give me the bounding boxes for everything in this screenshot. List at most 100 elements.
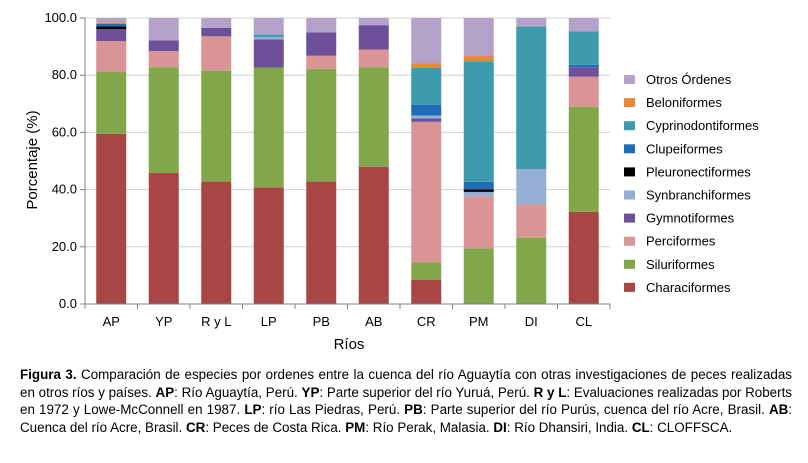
caption-abbr-text: : CLOFFSCA.: [649, 419, 733, 435]
bar-segment: [253, 37, 284, 40]
legend-label: Gymnotiformes: [646, 211, 735, 226]
bar-segment: [463, 181, 494, 190]
caption-abbr-text: : Río Dhansiri, India.: [506, 419, 632, 435]
legend-swatch: [624, 121, 635, 131]
legend-label: Synbranchiformes: [646, 188, 751, 203]
bar-segment: [148, 18, 179, 41]
bar-segment: [411, 279, 442, 304]
x-tick-label: LP: [261, 314, 277, 329]
y-tick-label: 80.0: [52, 67, 77, 82]
x-axis-label: Ríos: [334, 336, 365, 353]
caption-abbr-text: : Evaluaciones realizadas por Roberts en…: [20, 384, 792, 418]
legend-label: Cyprinodontiformes: [646, 118, 759, 133]
legend-swatch: [624, 167, 635, 177]
stacked-bar-chart: 0.0 20.0 40.0 60.0 80.0 100.0 AP YP R y L LP PB AB…: [24, 10, 759, 353]
bar-segment: [253, 187, 284, 304]
bar-segment: [253, 39, 284, 68]
bar-segment: [516, 18, 547, 27]
bar-segment: [306, 181, 337, 304]
x-tick-labels: AP YP R y L LP PB AB CR PM DI CL: [103, 314, 592, 329]
x-tick-label: PB: [313, 314, 330, 329]
bar-segment: [306, 32, 337, 56]
bar-segment: [411, 63, 442, 69]
bar-segment: [463, 189, 494, 192]
axes: [80, 17, 611, 309]
figure-label: Figura 3.: [20, 367, 77, 382]
bar-segment: [358, 18, 389, 26]
bar-segment: [516, 204, 547, 238]
legend-swatch: [624, 190, 635, 200]
bar-segment: [306, 55, 337, 69]
caption-abbr: CL: [631, 419, 650, 435]
y-tick-label: 0.0: [59, 296, 77, 311]
y-axis-label: Porcentaje (%): [24, 110, 41, 209]
y-tick-label: 100.0: [44, 10, 77, 25]
bar-segment: [253, 18, 284, 35]
legend-label: Siluriformes: [646, 257, 715, 272]
bar-segment: [96, 26, 127, 30]
bar-segment: [463, 18, 494, 57]
bar-segment: [411, 262, 442, 280]
bar-segment: [516, 169, 547, 205]
bar-segment: [463, 56, 494, 62]
caption-abbr: DI: [493, 419, 507, 435]
legend-swatch: [624, 282, 635, 292]
legend-swatch: [624, 213, 635, 223]
caption-abbr-text: : Río Aguaytía, Perú.: [174, 384, 302, 400]
x-tick-label: PM: [469, 314, 489, 329]
bar-segment: [96, 72, 127, 134]
bar-segment: [568, 18, 599, 32]
x-tick-label: CL: [575, 314, 592, 329]
bar-segment: [358, 49, 389, 68]
bar-segment: [253, 34, 284, 38]
bar-segment: [148, 40, 179, 52]
caption-abbr: CR: [185, 419, 206, 435]
x-tick-label: CR: [417, 314, 436, 329]
bar-segment: [358, 25, 389, 50]
caption-abbr-text: : Parte superior del río Purús, cuenca d…: [422, 402, 769, 417]
bar-segment: [148, 67, 179, 174]
bar-segment: [463, 248, 494, 304]
bar-segment: [568, 67, 599, 77]
legend-swatch: [624, 98, 635, 108]
legend-swatch: [624, 236, 635, 246]
caption-abbr: AP: [155, 384, 175, 400]
x-tick-label: AB: [365, 314, 382, 329]
x-tick-label: YP: [155, 314, 172, 329]
bar-segment: [96, 18, 127, 23]
bar-segment: [201, 70, 232, 182]
caption-abbr: YP: [301, 384, 320, 400]
bar-segment: [306, 18, 337, 33]
bar-segment: [96, 22, 127, 25]
bar-segment: [516, 26, 547, 170]
bar-segment: [201, 18, 232, 28]
bar-segment: [96, 24, 127, 27]
caption-abbr-text: : Cuenca del río Acre, Brasil.: [20, 402, 793, 435]
legend-swatch: [624, 259, 635, 269]
caption-intro: Comparación de especies por ordenes entr…: [20, 367, 792, 400]
x-tick-label: AP: [103, 314, 120, 329]
bar-segment: [201, 181, 232, 304]
bar-segment: [411, 115, 442, 119]
bar-segment: [516, 237, 547, 304]
caption-abbr: R y L: [533, 384, 567, 400]
bar-segment: [568, 31, 599, 65]
bar-segment: [201, 27, 232, 37]
caption-abbr: PB: [404, 402, 423, 417]
caption-abbr-text: : Parte superior del río Yuruá, Perú.: [319, 384, 534, 400]
bar-segment: [568, 64, 599, 68]
y-tick-label: 40.0: [52, 182, 77, 197]
legend: Otros Órdenes Beloniformes Cyprinodontifor…: [624, 72, 759, 295]
bar-segment: [568, 76, 599, 107]
bar-segment: [96, 29, 127, 42]
bar-segment: [411, 118, 442, 122]
legend-label: Characiformes: [646, 280, 731, 295]
y-tick-label: 20.0: [52, 239, 77, 254]
bar-segment: [411, 121, 442, 263]
figure-caption: Figura 3. Comparación de especies por or…: [20, 366, 792, 436]
bar-segment: [568, 211, 599, 304]
bar-segment: [358, 67, 389, 167]
bar-segment: [253, 67, 284, 188]
y-tick-label: 60.0: [52, 124, 77, 139]
bar-segment: [463, 196, 494, 249]
